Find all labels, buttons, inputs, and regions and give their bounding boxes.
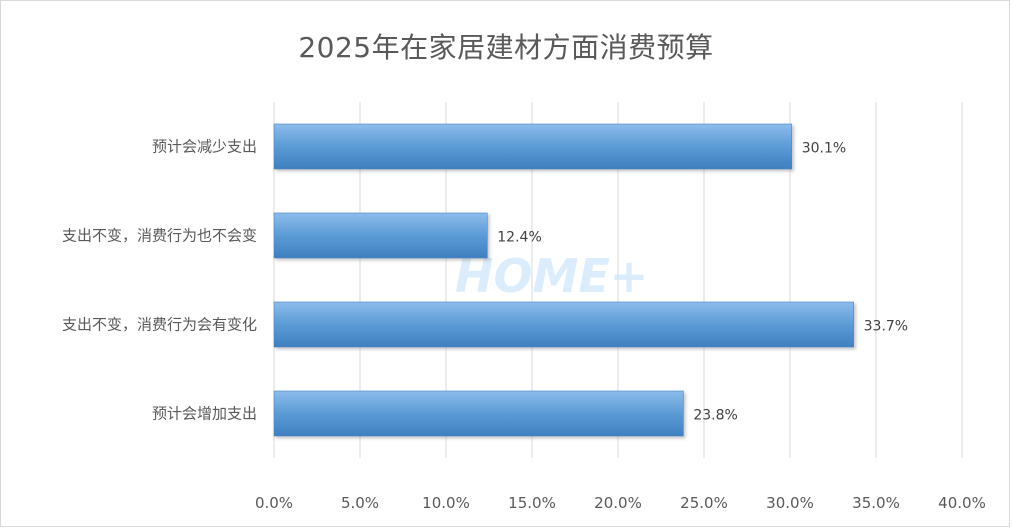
chart-title: 2025年在家居建材方面消费预算 xyxy=(298,31,714,64)
data-label: 12.4% xyxy=(497,230,541,246)
data-label: 30.1% xyxy=(802,141,846,157)
labels: 0.0% 5.0% 10.0% 15.0% 20.0% 25.0% 30.0% 35.0% 40… xyxy=(62,138,986,513)
x-tick-label: 30.0% xyxy=(766,494,814,512)
x-tick-label: 25.0% xyxy=(680,494,728,512)
x-tick-label: 40.0% xyxy=(938,494,986,512)
x-tick-label: 10.0% xyxy=(422,494,470,512)
data-label: 23.8% xyxy=(693,408,737,424)
x-tick-label: 0.0% xyxy=(255,494,293,512)
data-label: 33.7% xyxy=(864,319,908,335)
bar xyxy=(273,301,854,348)
x-tick-label: 20.0% xyxy=(594,494,642,512)
category-label: 支出不变，消费行为会有变化 xyxy=(62,316,257,334)
bars xyxy=(273,123,854,437)
category-label: 支出不变，消费行为也不会变 xyxy=(62,227,257,245)
bar xyxy=(273,390,684,437)
category-label: 预计会减少支出 xyxy=(152,138,257,156)
bar xyxy=(273,212,488,259)
x-tick-label: 35.0% xyxy=(852,494,900,512)
bar xyxy=(273,123,793,170)
category-label: 预计会增加支出 xyxy=(152,405,257,423)
x-tick-label: 15.0% xyxy=(508,494,556,512)
x-tick-label: 5.0% xyxy=(341,494,379,512)
